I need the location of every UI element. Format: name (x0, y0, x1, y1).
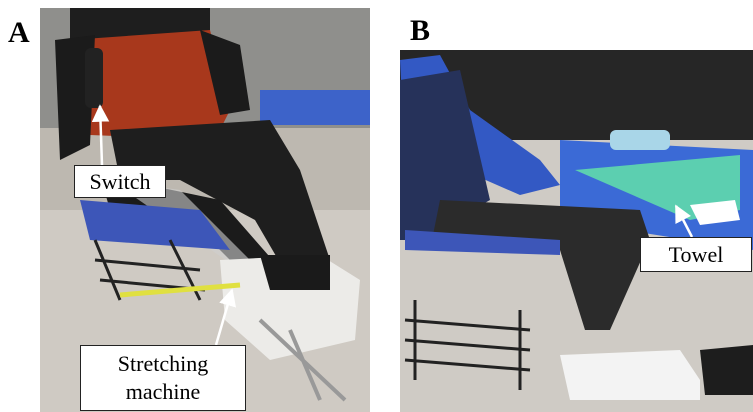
panel-label: B (410, 14, 431, 47)
arrow (91, 104, 110, 166)
callout: Stretching machine (80, 345, 246, 411)
callout: Towel (640, 237, 752, 272)
callout: Switch (74, 165, 166, 198)
photo-a (40, 8, 370, 412)
panel-label: A (8, 16, 30, 49)
arrow (214, 288, 237, 346)
arrow (674, 204, 694, 238)
photo-b (400, 50, 753, 412)
